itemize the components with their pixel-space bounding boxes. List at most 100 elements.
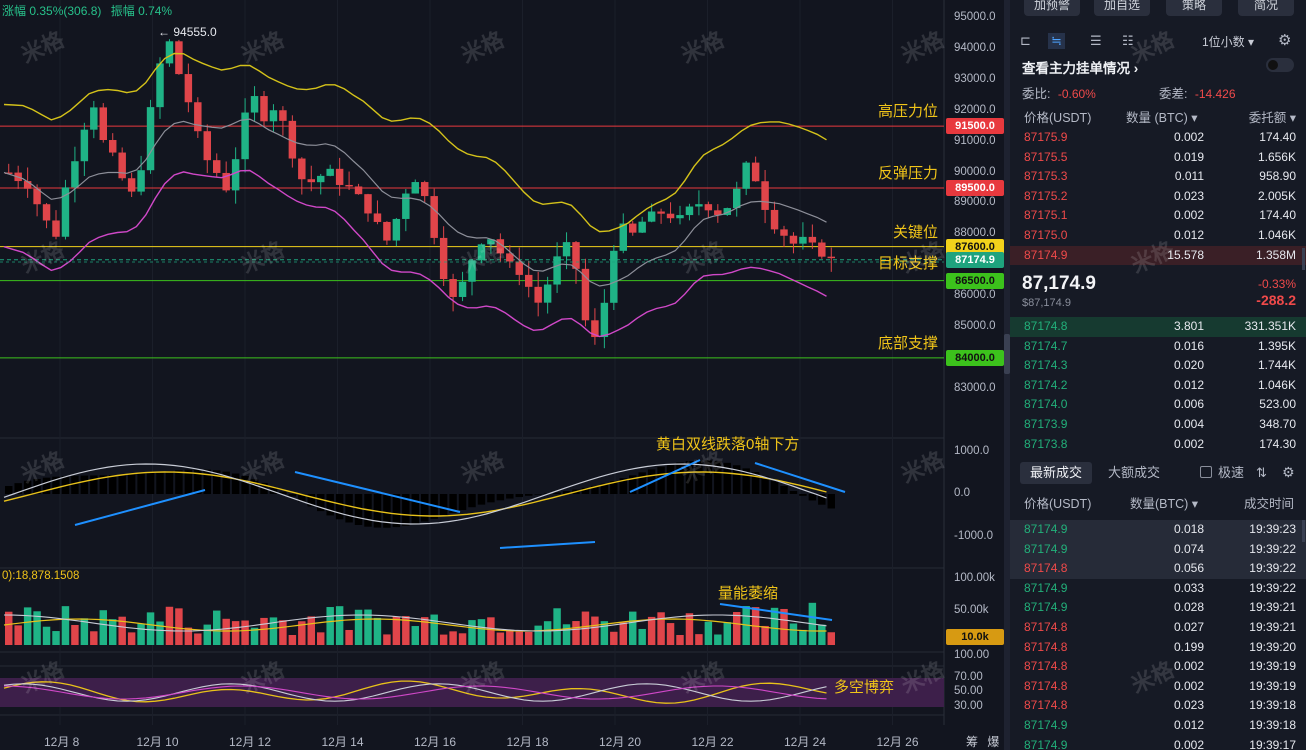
- level-label: 目标支撑: [877, 254, 938, 272]
- macd-bar: [525, 494, 533, 496]
- ask-row[interactable]: 87175.1 0.002 174.40: [1024, 208, 1296, 223]
- macd-note: 黄白双线跌落0轴下方: [656, 436, 800, 453]
- trade-row[interactable]: 87174.8 0.023 19:39:18: [1024, 698, 1296, 713]
- macd-bar: [629, 475, 637, 494]
- candle: [5, 172, 13, 174]
- bid-row[interactable]: 87174.2 0.012 1.046K: [1024, 377, 1296, 392]
- candle: [439, 237, 448, 280]
- macd-bar: [468, 494, 476, 508]
- settings-icon[interactable]: ⚙: [1278, 32, 1292, 49]
- depth-title[interactable]: 查看主力挂单情况 ›: [1022, 61, 1139, 76]
- price-tick: 91000.0: [954, 134, 996, 147]
- candle: [553, 256, 561, 285]
- depth-header: 价格(USDT) 数量 (BTC) ▾ 委托额 ▾: [1024, 111, 1296, 125]
- volume-bar: [156, 621, 164, 645]
- candle: [165, 41, 174, 64]
- macd-bar: [127, 474, 136, 494]
- trade-row[interactable]: 87174.9 0.028 19:39:21: [1024, 600, 1296, 615]
- trade-row[interactable]: 87174.8 0.027 19:39:21: [1024, 620, 1296, 634]
- depth-toggle[interactable]: [1266, 58, 1294, 72]
- candle: [213, 160, 221, 173]
- trade-row[interactable]: 87174.9 0.012 19:39:18: [1024, 718, 1296, 732]
- kline-chart[interactable]: [0, 0, 1004, 750]
- add-alert-button[interactable]: 加预警: [1024, 0, 1080, 16]
- macd-bar: [99, 475, 107, 494]
- ask-row[interactable]: 87175.9 0.002 174.40: [1024, 130, 1296, 144]
- depth-scrollbar[interactable]: [1302, 248, 1305, 270]
- add-favorite-button[interactable]: 加自选: [1094, 0, 1150, 16]
- bid-row[interactable]: 87174.3 0.020 1.744K: [1024, 358, 1296, 373]
- macd-bar: [751, 472, 760, 494]
- bid-row[interactable]: 87174.8 3.801 331.351K: [1010, 317, 1306, 337]
- candle: [203, 131, 211, 161]
- trade-row[interactable]: 87174.8 0.002 19:39:19: [1024, 659, 1296, 674]
- overview-button[interactable]: 简况: [1238, 0, 1294, 16]
- chart-area[interactable]: 涨幅 0.35%(306.8) 振幅 0.74% ← 94555.0 95000…: [0, 0, 1010, 750]
- ask-row[interactable]: 87175.2 0.023 2.005K: [1024, 188, 1296, 203]
- price-tick: 86000.0: [954, 289, 996, 302]
- panel-divider[interactable]: [1004, 0, 1010, 750]
- macd-bar: [534, 494, 542, 495]
- trade-tabs: 最新成交 大额成交 极速 ⇅ ⚙: [1010, 458, 1306, 488]
- bid-row[interactable]: 87174.0 0.006 523.00: [1024, 397, 1296, 412]
- candle: [118, 152, 126, 179]
- volume-bar: [487, 617, 495, 645]
- osc-line: [3, 680, 827, 704]
- ask-row[interactable]: 87174.9 15.578 1.358M: [1010, 245, 1306, 266]
- candle: [156, 63, 164, 108]
- macd-bar: [411, 494, 419, 524]
- macd-bar: [789, 490, 798, 494]
- trade-scrollbar[interactable]: [1302, 520, 1305, 542]
- macd-bar: [676, 462, 684, 494]
- filter-icon[interactable]: ⇅: [1256, 465, 1267, 480]
- ask-row[interactable]: 87175.3 0.011 958.90: [1024, 169, 1296, 184]
- bid-row[interactable]: 87173.8 0.002 174.30: [1024, 436, 1296, 451]
- trade-row[interactable]: 87174.9 0.033 19:39:22: [1024, 580, 1296, 595]
- candle: [600, 302, 609, 338]
- annotation-arrow: [754, 462, 846, 493]
- price-tick: 83000.0: [954, 381, 996, 394]
- candle: [562, 242, 571, 257]
- ask-row[interactable]: 87175.0 0.012 1.046K: [1024, 228, 1296, 242]
- volume-bar: [14, 625, 22, 645]
- depth-both-icon[interactable]: ⊏: [1020, 33, 1031, 48]
- depth-bids-icon[interactable]: ☰: [1090, 33, 1102, 48]
- macd-bar: [80, 475, 89, 494]
- candle: [354, 186, 363, 195]
- volume-bar: [5, 611, 13, 645]
- volume-bar: [146, 612, 155, 645]
- depth-asks-icon[interactable]: ☷: [1122, 33, 1134, 48]
- volume-bar: [818, 624, 826, 645]
- fast-checkbox[interactable]: [1200, 466, 1212, 478]
- candle: [109, 140, 117, 153]
- ask-row[interactable]: 87175.5 0.019 1.656K: [1024, 149, 1296, 164]
- macd-bar: [723, 462, 731, 494]
- decimal-select[interactable]: 1位小数 ▾: [1202, 35, 1255, 49]
- trade-settings-icon[interactable]: ⚙: [1282, 464, 1295, 480]
- macd-bar: [326, 494, 334, 516]
- bid-row[interactable]: 87174.7 0.016 1.395K: [1024, 338, 1296, 353]
- trade-row[interactable]: 87174.9 0.018 19:39:23: [1010, 520, 1306, 540]
- trade-row[interactable]: 87174.8 0.199 19:39:20: [1024, 639, 1296, 654]
- volume-bar: [326, 607, 334, 645]
- volume-bar: [439, 634, 448, 645]
- macd-bar: [496, 494, 505, 501]
- macd-bar: [619, 478, 627, 494]
- tab-latest-trades[interactable]: 最新成交: [1020, 462, 1092, 484]
- trade-row[interactable]: 87174.8 0.002 19:39:19: [1024, 678, 1296, 693]
- volume-bar: [676, 634, 684, 645]
- trade-row[interactable]: 87174.9 0.074 19:39:22: [1010, 539, 1306, 560]
- trade-row[interactable]: 87174.8 0.056 19:39:22: [1010, 559, 1306, 579]
- depth-split-icon[interactable]: ≒: [1048, 33, 1065, 49]
- macd-bar: [638, 472, 646, 494]
- macd-bar: [695, 460, 703, 494]
- bottom-right-tools[interactable]: 筹 爆: [966, 735, 1000, 749]
- candle: [581, 268, 590, 321]
- trade-row[interactable]: 87174.9 0.002 19:39:17: [1024, 737, 1296, 750]
- strategy-button[interactable]: 策略: [1166, 0, 1222, 16]
- macd-bar: [383, 494, 391, 528]
- tab-large-trades[interactable]: 大额成交: [1108, 465, 1161, 480]
- candle: [685, 206, 694, 216]
- candle: [23, 181, 32, 189]
- bid-row[interactable]: 87173.9 0.004 348.70: [1024, 417, 1296, 431]
